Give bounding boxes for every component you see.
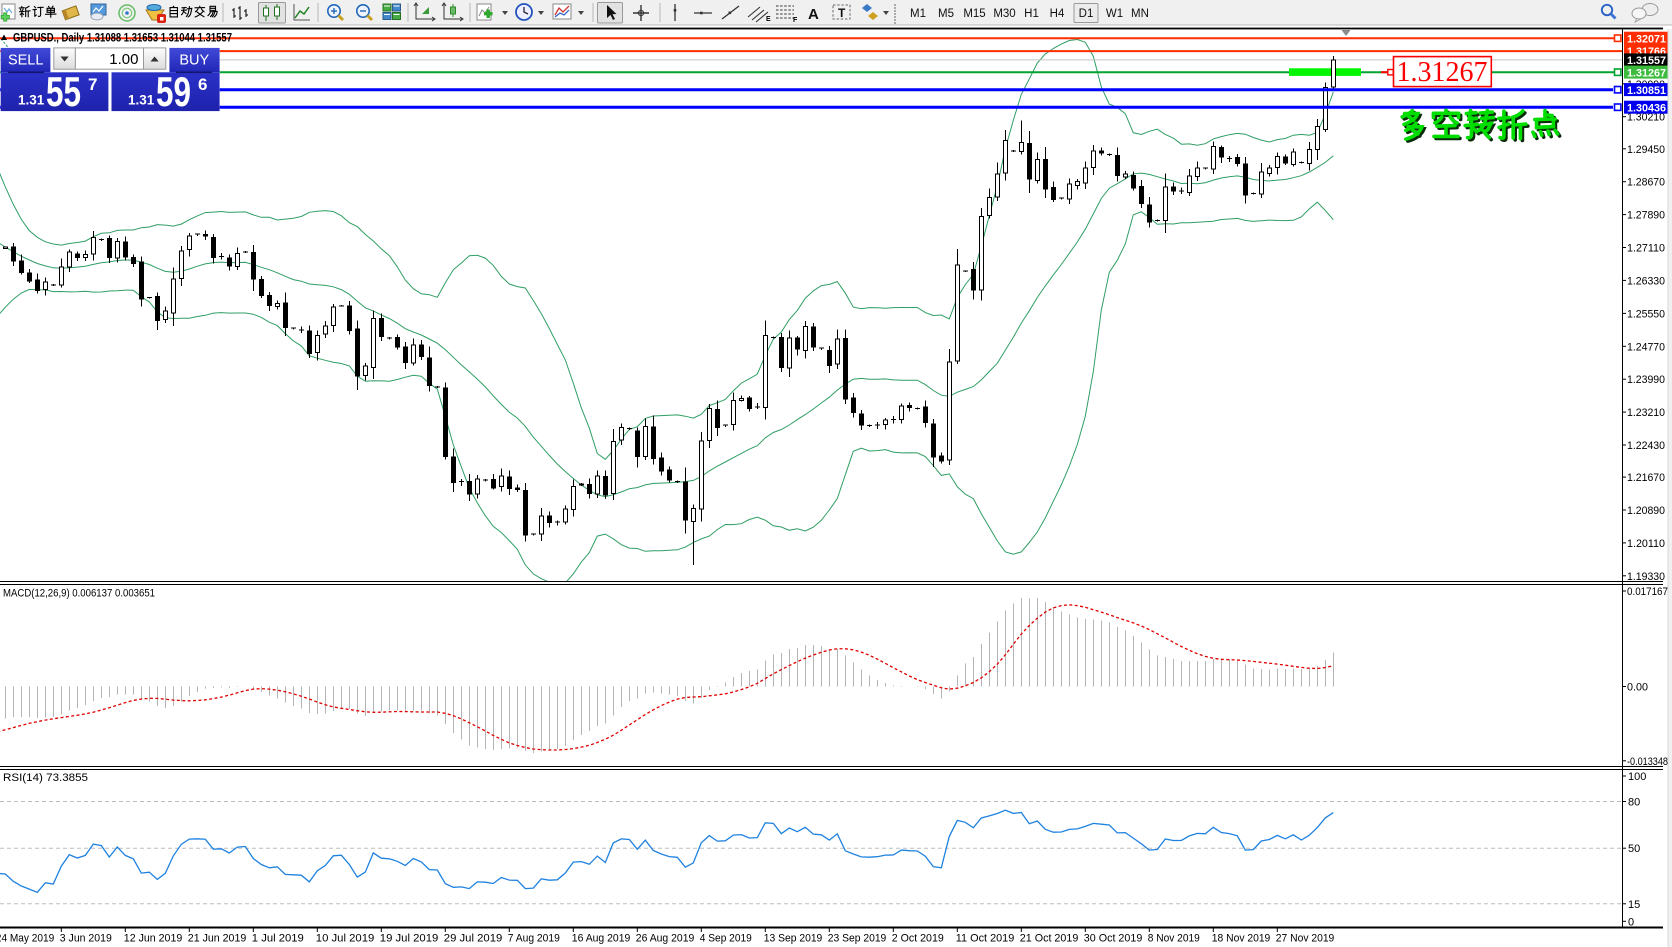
svg-text:21 Jun 2019: 21 Jun 2019 — [188, 933, 247, 945]
svg-text:W1: W1 — [1106, 8, 1123, 20]
svg-text:1.32071: 1.32071 — [1627, 33, 1666, 45]
svg-text:MN: MN — [1131, 8, 1149, 20]
svg-text:50: 50 — [1628, 843, 1640, 855]
svg-text:1.30210: 1.30210 — [1627, 112, 1665, 124]
svg-text:0: 0 — [1628, 916, 1634, 928]
svg-text:1.22430: 1.22430 — [1627, 440, 1665, 452]
svg-text:H4: H4 — [1050, 8, 1065, 20]
svg-text:F: F — [793, 17, 798, 24]
svg-text:15: 15 — [1628, 899, 1640, 911]
svg-text:18 Nov 2019: 18 Nov 2019 — [1212, 933, 1271, 945]
svg-text:SELL: SELL — [8, 52, 43, 68]
svg-text:A: A — [808, 6, 819, 23]
svg-text:M30: M30 — [993, 8, 1015, 20]
svg-text:3 Jun 2019: 3 Jun 2019 — [60, 933, 112, 945]
svg-text:30 Oct 2019: 30 Oct 2019 — [1084, 933, 1143, 945]
svg-text:2 Oct 2019: 2 Oct 2019 — [892, 933, 944, 945]
svg-text:27 Nov 2019: 27 Nov 2019 — [1276, 933, 1335, 945]
svg-text:BUY: BUY — [179, 52, 209, 68]
svg-text:7: 7 — [88, 75, 97, 94]
svg-text:1.25550: 1.25550 — [1627, 308, 1665, 320]
svg-text:11 Oct 2019: 11 Oct 2019 — [956, 933, 1015, 945]
svg-text:21 Oct 2019: 21 Oct 2019 — [1020, 933, 1079, 945]
svg-text:E: E — [766, 16, 771, 23]
svg-text:1.31267: 1.31267 — [1627, 67, 1666, 79]
svg-text:T: T — [838, 6, 846, 20]
svg-text:1.31: 1.31 — [128, 93, 155, 108]
svg-text:1.31: 1.31 — [18, 93, 45, 108]
svg-text:1.00: 1.00 — [109, 51, 138, 68]
svg-text:1.23990: 1.23990 — [1627, 374, 1665, 386]
svg-text:1.19330: 1.19330 — [1627, 571, 1665, 583]
svg-text:23 Sep 2019: 23 Sep 2019 — [828, 933, 887, 945]
svg-text:100: 100 — [1628, 771, 1646, 783]
svg-text:RSI(14) 73.3855: RSI(14) 73.3855 — [3, 772, 88, 784]
svg-text:55: 55 — [46, 68, 81, 115]
svg-text:D1: D1 — [1079, 8, 1094, 20]
svg-text:10 Jul 2019: 10 Jul 2019 — [316, 933, 375, 945]
svg-text:H1: H1 — [1024, 8, 1039, 20]
svg-text:13 Sep 2019: 13 Sep 2019 — [764, 933, 823, 945]
svg-text:1.30851: 1.30851 — [1627, 85, 1666, 97]
svg-text:M1: M1 — [910, 8, 926, 20]
svg-text:59: 59 — [156, 68, 191, 115]
svg-text:80: 80 — [1628, 797, 1640, 809]
svg-text:1.23210: 1.23210 — [1627, 407, 1665, 419]
svg-text:-0.013348: -0.013348 — [1627, 756, 1668, 768]
svg-text:19 Jul 2019: 19 Jul 2019 — [380, 933, 439, 945]
svg-text:GBPUSD., Daily 1.31088 1.3165: GBPUSD., Daily 1.31088 1.31653 1.31044 1… — [13, 33, 232, 45]
svg-text:0.00: 0.00 — [1627, 682, 1648, 694]
svg-text:7 Aug 2019: 7 Aug 2019 — [508, 933, 560, 945]
svg-text:1.20110: 1.20110 — [1627, 538, 1665, 550]
svg-text:1.30436: 1.30436 — [1627, 102, 1666, 114]
svg-text:1.28670: 1.28670 — [1627, 177, 1665, 189]
svg-text:1.24770: 1.24770 — [1627, 341, 1665, 353]
svg-text:16 Aug 2019: 16 Aug 2019 — [572, 933, 631, 945]
svg-text:1.20890: 1.20890 — [1627, 505, 1665, 517]
svg-text:1 Jul 2019: 1 Jul 2019 — [252, 933, 304, 945]
svg-text:6: 6 — [198, 75, 207, 94]
svg-text:24 May 2019: 24 May 2019 — [0, 933, 54, 945]
svg-text:MACD(12,26,9) 0.006137 0.00365: MACD(12,26,9) 0.006137 0.003651 — [3, 588, 155, 600]
svg-text:26 Aug 2019: 26 Aug 2019 — [636, 933, 695, 945]
svg-text:1.26330: 1.26330 — [1627, 275, 1665, 287]
svg-text:1.29450: 1.29450 — [1627, 144, 1665, 156]
svg-text:29 Jul 2019: 29 Jul 2019 — [444, 933, 503, 945]
svg-text:M15: M15 — [963, 8, 985, 20]
svg-text:1.31267: 1.31267 — [1397, 57, 1488, 88]
svg-text:4 Sep 2019: 4 Sep 2019 — [700, 933, 752, 945]
svg-text:1.31557: 1.31557 — [1627, 55, 1666, 67]
svg-text:1.27890: 1.27890 — [1627, 210, 1665, 222]
svg-text:1.21670: 1.21670 — [1627, 472, 1665, 484]
svg-text:0.017167: 0.017167 — [1627, 586, 1668, 598]
svg-text:1.27110: 1.27110 — [1627, 243, 1665, 255]
svg-text:M5: M5 — [938, 8, 954, 20]
svg-text:8 Nov 2019: 8 Nov 2019 — [1148, 933, 1200, 945]
svg-text:12 Jun 2019: 12 Jun 2019 — [124, 933, 183, 945]
